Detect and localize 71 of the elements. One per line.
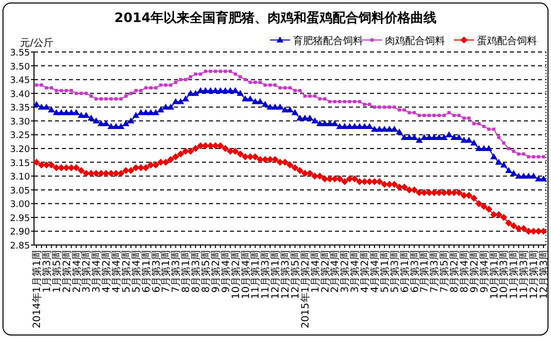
y-tick-label: 3.40 bbox=[10, 90, 30, 100]
x-tick-label: 7月第3周 bbox=[428, 250, 441, 293]
x-tick-label: 4月第4周 bbox=[110, 250, 123, 293]
legend-label: 育肥猪配合饲料 bbox=[293, 35, 363, 47]
x-tick-label: 10月第4周 bbox=[240, 250, 252, 300]
x-tick-label: 6月第3周 bbox=[408, 250, 421, 293]
x-tick-label: 5月第1周 bbox=[378, 250, 391, 293]
legend-label: 蛋鸡配合饲料 bbox=[477, 35, 537, 47]
x-tick-label: 12月第3周 bbox=[280, 250, 292, 300]
x-tick-label: 11月第3周 bbox=[260, 250, 272, 300]
y-tick-label: 3.15 bbox=[10, 158, 30, 169]
y-tick-label: 3.30 bbox=[10, 117, 30, 128]
y-tick-label: 3.05 bbox=[10, 186, 30, 196]
x-tick-label: 3月第2周 bbox=[80, 250, 93, 293]
legend-label: 肉鸡配合饲料 bbox=[385, 35, 445, 47]
x-tick-label: 8月第2周 bbox=[448, 250, 461, 293]
y-tick-label: 3.35 bbox=[10, 104, 30, 114]
y-tick-label: 2.90 bbox=[10, 228, 30, 238]
x-tick-label: 6月第1周 bbox=[398, 250, 411, 293]
x-tick-label: 1月第3周 bbox=[40, 250, 53, 293]
x-tick-label: 2月第2周 bbox=[60, 250, 73, 293]
x-tick-label: 9月第4周 bbox=[220, 250, 232, 293]
x-tick-label: 10月第1周 bbox=[488, 250, 500, 300]
chart-title: 2014年以来全国育肥猪、肉鸡和蛋鸡配合饲料价格曲线 bbox=[114, 10, 437, 26]
x-tick-label: 2月第2周 bbox=[319, 250, 332, 293]
x-tick-label: 6月第1周 bbox=[140, 250, 152, 293]
x-tick-label: 11月第1周 bbox=[508, 250, 520, 300]
x-tick-label: 2月第4周 bbox=[70, 250, 83, 293]
x-tick-label: 5月第2周 bbox=[120, 250, 132, 293]
y-tick-label: 3.25 bbox=[10, 131, 30, 142]
y-tick-label: 3.20 bbox=[10, 145, 30, 155]
x-tick-label: 12月第1周 bbox=[270, 250, 282, 300]
y-axis-title: 元/公斤 bbox=[20, 37, 54, 49]
x-tick-label: 1月第5周 bbox=[50, 250, 63, 293]
x-tick-label: 2015年1月第2周 bbox=[299, 250, 312, 328]
x-tick-label: 5月第3周 bbox=[388, 250, 401, 293]
x-tick-label: 9月第2周 bbox=[468, 250, 480, 293]
x-tick-label: 2014年1月第1周 bbox=[30, 250, 43, 328]
x-tick-label: 3月第4周 bbox=[349, 250, 362, 293]
y-tick-label: 3.45 bbox=[10, 76, 30, 86]
x-tick-label: 3月第2周 bbox=[339, 250, 352, 293]
x-tick-label: 11月第3周 bbox=[518, 250, 530, 300]
x-tick-label: 7月第5周 bbox=[438, 250, 451, 293]
x-tick-label: 5月第4周 bbox=[130, 250, 142, 293]
x-tick-label: 8月第3周 bbox=[190, 250, 202, 293]
x-tick-label: 4月第2周 bbox=[100, 250, 113, 293]
x-tick-label: 4月第4周 bbox=[369, 250, 382, 293]
x-tick-label: 11月第1周 bbox=[250, 250, 262, 300]
x-tick-label: 10月第2周 bbox=[230, 250, 242, 300]
x-tick-label: 12月第1周 bbox=[528, 250, 540, 300]
x-tick-label: 6月第3周 bbox=[150, 250, 162, 293]
x-tick-label: 7月第1周 bbox=[160, 250, 172, 293]
y-tick-label: 3.10 bbox=[10, 172, 30, 183]
x-tick-label: 4月第2周 bbox=[359, 250, 372, 293]
x-tick-label: 12月第5周 bbox=[289, 250, 302, 300]
x-tick-label: 9月第4周 bbox=[478, 250, 490, 293]
x-tick-label: 1月第4周 bbox=[309, 250, 322, 293]
y-tick-label: 2.85 bbox=[10, 242, 30, 252]
x-tick-label: 8月第5周 bbox=[200, 250, 212, 293]
y-tick-label: 2.95 bbox=[10, 214, 30, 224]
y-tick-label: 3.00 bbox=[10, 200, 30, 210]
x-tick-label: 9月第2周 bbox=[210, 250, 222, 293]
x-tick-label: 2月第4周 bbox=[329, 250, 342, 293]
x-tick-label: 10月第3周 bbox=[498, 250, 510, 300]
x-tick-label: 8月第1周 bbox=[180, 250, 192, 293]
x-tick-label: 3月第4周 bbox=[90, 250, 103, 293]
x-tick-label: 8月第4周 bbox=[458, 250, 470, 293]
y-tick-label: 3.50 bbox=[10, 62, 30, 72]
y-tick-label: 3.55 bbox=[10, 48, 30, 58]
x-tick-label: 7月第1周 bbox=[418, 250, 431, 293]
x-tick-label: 7月第3周 bbox=[170, 250, 182, 293]
